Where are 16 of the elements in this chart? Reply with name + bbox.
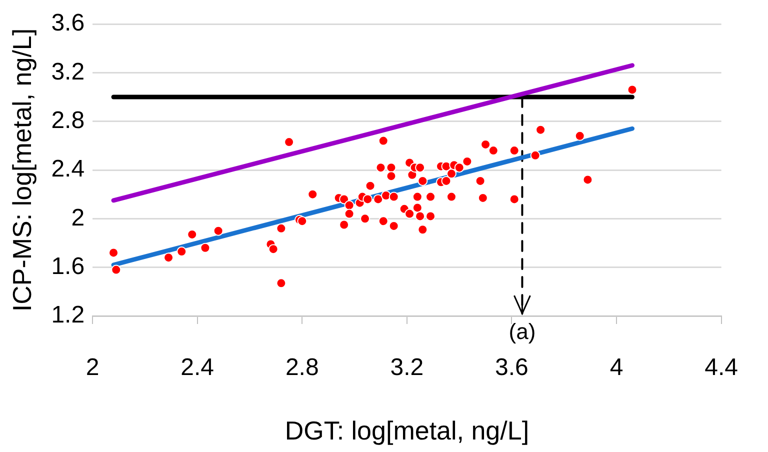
x-axis-title: DGT: log[metal, ng/L] — [284, 416, 530, 446]
y-tick-label: 3.2 — [51, 58, 85, 86]
y-tick-label: 3.6 — [51, 10, 85, 37]
y-tick-label: 2.8 — [51, 106, 85, 134]
y-tick-label: 2.4 — [51, 156, 85, 183]
x-tick-label: 2.8 — [285, 354, 319, 382]
x-tick-label: 3.2 — [390, 354, 424, 382]
x-tick-label: 4.4 — [704, 354, 738, 382]
y-tick-label: 2 — [71, 204, 85, 232]
y-tick-label: 1.2 — [51, 302, 85, 329]
x-tick-label: 2.4 — [180, 354, 214, 382]
y-axis-title: ICP-MS: log[metal, ng/L] — [6, 28, 37, 312]
x-tick-label: 4 — [610, 354, 624, 382]
x-tick-label: 3.6 — [495, 354, 528, 382]
y-tick-label: 1.6 — [51, 252, 85, 280]
annotation: (a) — [508, 319, 536, 344]
